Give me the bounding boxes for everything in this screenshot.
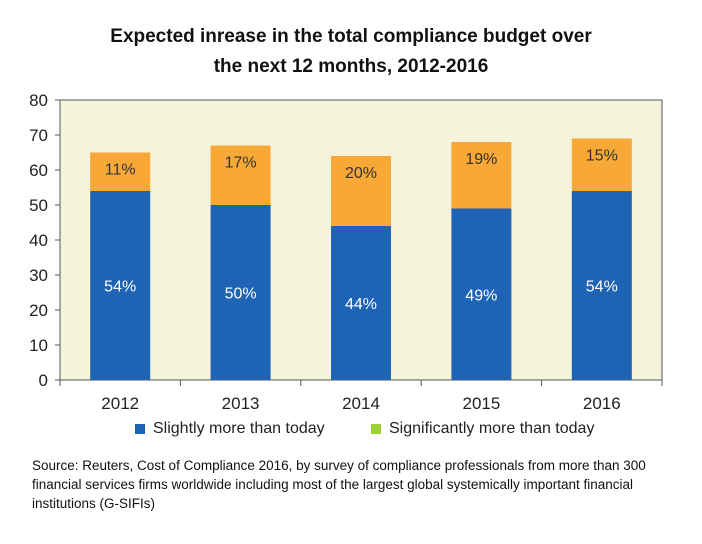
data-label-significantly: 15%	[586, 148, 618, 165]
chart-legend: Slightly more than today Significantly m…	[0, 420, 702, 444]
bar-significantly	[90, 152, 151, 191]
bar-slightly	[451, 208, 512, 380]
legend-item-significantly: Significantly more than today	[371, 420, 594, 438]
x-tick-label: 2016	[583, 394, 621, 413]
data-label-slightly: 49%	[465, 287, 497, 304]
bar-chart: 0 10 20 30 40 50 60 70 80 54% 11% 2012 50% 17% 2013 44%…	[29, 91, 663, 413]
x-tick-label: 2012	[101, 394, 139, 413]
data-label-significantly: 19%	[465, 151, 497, 168]
bar-slightly	[571, 191, 632, 380]
x-tick-label: 2015	[462, 394, 500, 413]
bar-significantly	[210, 145, 271, 205]
bar-slightly	[90, 191, 151, 380]
legend-item-slightly: Slightly more than today	[135, 420, 325, 438]
data-label-significantly: 17%	[225, 155, 257, 172]
legend-label-significantly: Significantly more than today	[389, 420, 595, 437]
data-label-slightly: 44%	[345, 296, 377, 313]
y-tick-label: 60	[29, 161, 48, 180]
x-tick-label: 2014	[342, 394, 380, 413]
data-label-slightly: 54%	[104, 279, 136, 296]
bar-slightly	[331, 226, 391, 380]
bar-slightly	[210, 205, 271, 380]
data-label-slightly: 50%	[225, 286, 257, 303]
y-tick-label: 30	[29, 266, 48, 285]
bar-significantly	[571, 138, 632, 191]
legend-swatch-significantly	[371, 424, 381, 434]
y-tick-label: 0	[39, 371, 48, 390]
y-tick-label: 50	[29, 196, 48, 215]
y-tick-label: 70	[29, 126, 48, 145]
y-tick-label: 40	[29, 231, 48, 250]
bar-significantly	[331, 156, 391, 226]
data-label-significantly: 20%	[345, 165, 377, 182]
legend-swatch-slightly	[135, 424, 145, 434]
y-tick-label: 10	[29, 336, 48, 355]
bar-significantly	[451, 142, 512, 209]
source-note: Source: Reuters, Cost of Compliance 2016…	[32, 458, 646, 511]
data-label-significantly: 11%	[105, 162, 136, 179]
chart-title-line-1: Expected inrease in the total compliance…	[110, 26, 592, 47]
y-tick-label: 80	[29, 91, 48, 110]
data-label-slightly: 54%	[586, 279, 618, 296]
legend-label-slightly: Slightly more than today	[153, 420, 325, 437]
x-tick-label: 2013	[222, 394, 260, 413]
chart-title: Expected inrease in the total compliance…	[0, 22, 702, 82]
y-tick-label: 20	[29, 301, 48, 320]
chart-title-line-2: the next 12 months, 2012-2016	[213, 56, 489, 77]
